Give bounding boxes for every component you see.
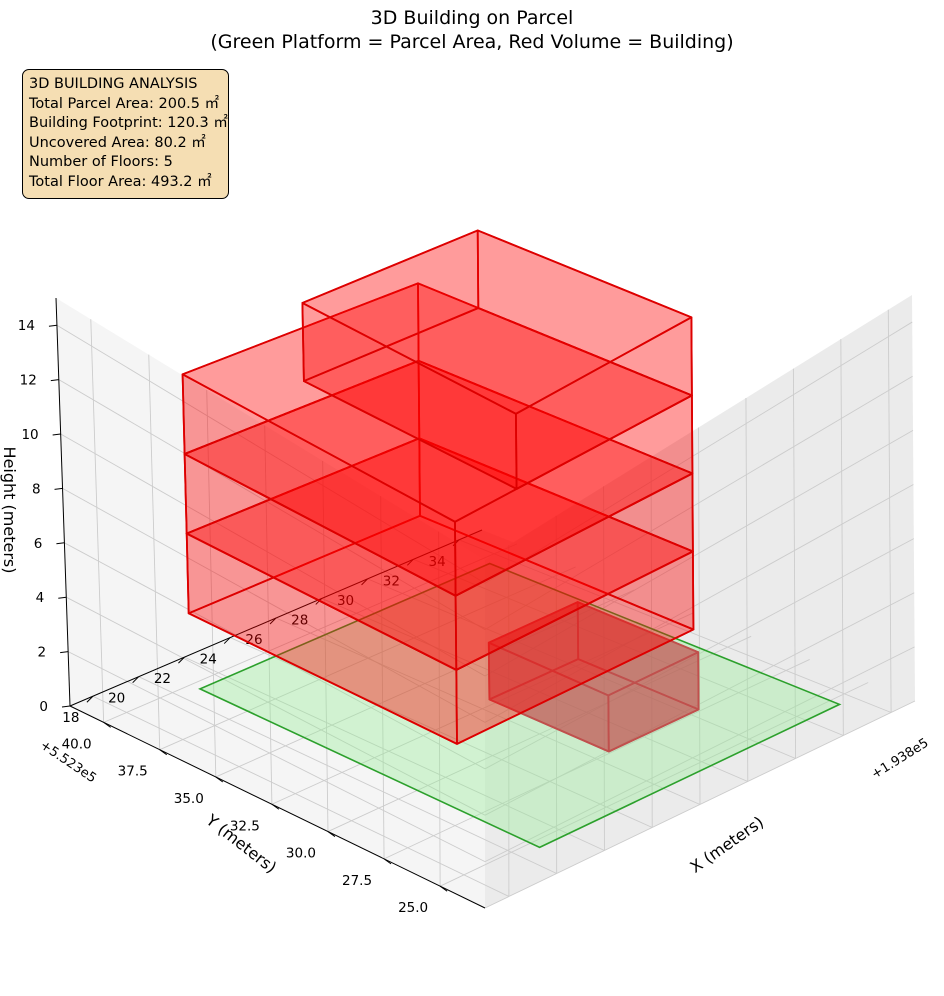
- y-tick-label: 40.0: [62, 736, 92, 752]
- z-tick-label: 14: [18, 318, 35, 334]
- z-tick-label: 4: [36, 590, 45, 606]
- z-tick-label: 2: [38, 645, 47, 661]
- z-tick: [60, 652, 68, 653]
- z-tick: [49, 325, 57, 326]
- x-axis-label: X (meters): [687, 812, 768, 876]
- info-uncovered-area: Uncovered Area: 80.2 ㎡: [29, 134, 222, 154]
- y-tick-label: 37.5: [118, 764, 148, 780]
- x-tick-label: 20: [108, 691, 125, 707]
- info-building-footprint: Building Footprint: 120.3 ㎡: [29, 114, 222, 134]
- x-tick-label: 22: [154, 671, 171, 687]
- z-tick-label: 12: [20, 373, 37, 389]
- info-total-floor-area: Total Floor Area: 493.2 ㎡: [29, 173, 222, 193]
- chart-title: 3D Building on Parcel: [0, 7, 944, 29]
- y-tick-label: 35.0: [174, 791, 204, 807]
- z-tick-label: 6: [34, 536, 43, 552]
- z-tick: [53, 434, 61, 435]
- z-tick-label: 0: [39, 699, 48, 715]
- z-tick: [55, 488, 63, 489]
- z-tick: [51, 380, 59, 381]
- y-tick-label: 30.0: [286, 846, 316, 862]
- info-heading: 3D BUILDING ANALYSIS: [29, 75, 222, 95]
- y-tick-label: 27.5: [342, 873, 372, 889]
- info-number-of-floors: Number of Floors: 5: [29, 153, 222, 173]
- x-offset-label: +1.938e5: [869, 736, 932, 783]
- z-axis-label: Height (meters): [0, 447, 19, 574]
- info-total-parcel-area: Total Parcel Area: 200.5 ㎡: [29, 95, 222, 115]
- z-tick-label: 10: [21, 427, 38, 443]
- analysis-info-box: 3D BUILDING ANALYSIS Total Parcel Area: …: [22, 69, 229, 199]
- z-tick: [58, 597, 66, 598]
- chart-subtitle: (Green Platform = Parcel Area, Red Volum…: [0, 31, 944, 53]
- y-tick-label: 25.0: [398, 900, 428, 916]
- z-tick: [56, 543, 64, 544]
- x-tick-label: 18: [62, 710, 79, 726]
- z-tick: [62, 706, 70, 707]
- x-tick-label: 24: [200, 652, 217, 668]
- z-tick-label: 8: [32, 481, 41, 497]
